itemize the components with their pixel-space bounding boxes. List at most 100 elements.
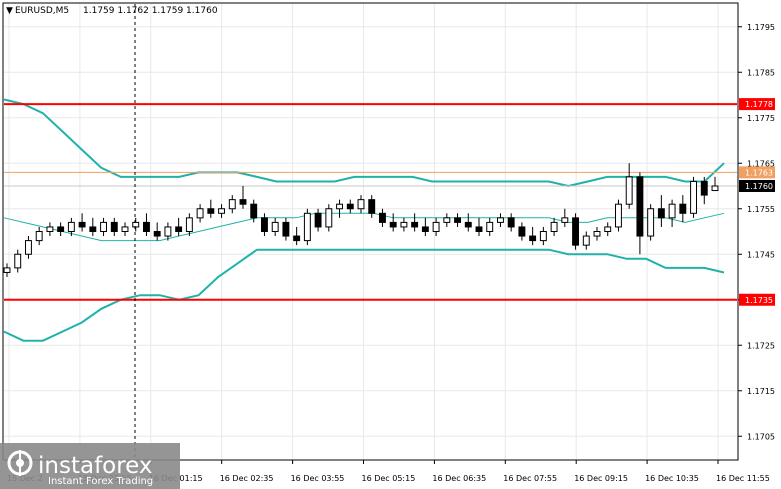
x-tick-label: 16 Dec 11:55 [716, 474, 770, 483]
chart-ohlc: 1.1759 1.1762 1.1759 1.1760 [83, 6, 218, 16]
x-tick-label: 16 Dec 02:35 [220, 474, 274, 483]
candle-body [657, 208, 665, 219]
level-label-text: 1.1735 [745, 296, 773, 305]
candle-body [293, 235, 301, 242]
watermark-brand: instaforex [38, 453, 153, 479]
candle-body [572, 217, 579, 246]
candle-body [303, 212, 311, 242]
candle-body [454, 217, 461, 223]
level-label-bg [739, 180, 775, 192]
candle-body [336, 203, 343, 210]
level-label-text: 1.1760 [745, 182, 773, 191]
candle-body [143, 221, 150, 232]
x-tick-label: 16 Dec 10:35 [645, 474, 699, 483]
candle-body [464, 221, 472, 228]
candle-body [164, 226, 172, 237]
candle-body [46, 226, 54, 232]
candle-body [132, 221, 140, 228]
candle-body [679, 203, 687, 214]
candle-body [389, 221, 397, 228]
candle-body [78, 221, 86, 228]
level-lines [4, 103, 737, 301]
candle-body [647, 208, 655, 237]
candle-body [218, 208, 225, 214]
bollinger-middle-line [3, 212, 725, 242]
candle-body [357, 199, 365, 210]
candle-body [110, 221, 118, 232]
candle-body [593, 231, 601, 237]
y-tick-label: 1.1715 [747, 387, 775, 396]
y-tick-label: 1.1785 [747, 68, 775, 77]
x-tick-label: 16 Dec 03:55 [291, 474, 345, 483]
candle-body [486, 221, 494, 232]
candle-body [497, 217, 504, 223]
candle-body [550, 221, 558, 232]
candle-body [25, 240, 32, 255]
candle-body [185, 217, 193, 233]
candle-body [690, 180, 697, 214]
watermark-tagline: Instant Forex Trading [48, 476, 153, 487]
candle-body [411, 221, 419, 228]
candle-body [636, 176, 644, 237]
candle-body [443, 217, 451, 223]
candle-body [400, 221, 408, 228]
candle-body [507, 217, 515, 228]
candle-body [271, 221, 279, 232]
instaforex-logo-icon [7, 450, 33, 476]
candle-body [228, 199, 236, 210]
candle-body [561, 217, 569, 223]
candle-body [582, 235, 590, 246]
candle-body [35, 231, 43, 242]
y-axis: 1.17951.17851.17751.17651.17551.17451.17… [738, 23, 775, 441]
candle-body [700, 180, 708, 196]
candle-body [475, 226, 483, 232]
chart-symbol: EURUSD,M5 [15, 6, 69, 16]
y-tick-label: 1.1765 [747, 159, 775, 168]
candle-body [3, 267, 11, 273]
y-tick-label: 1.1745 [747, 250, 775, 259]
candle-body [153, 231, 161, 237]
x-tick-label: 16 Dec 07:55 [503, 474, 557, 483]
candle-body [250, 203, 258, 219]
level-label-text: 1.1763 [745, 168, 773, 177]
y-tick-label: 1.1775 [747, 114, 775, 123]
candle-body [100, 221, 107, 232]
candle-body [368, 199, 376, 214]
y-tick-label: 1.1795 [747, 23, 775, 32]
level-label-bg [739, 98, 775, 111]
candle-body [615, 203, 622, 228]
y-tick-label: 1.1755 [747, 205, 775, 214]
candle-body [711, 185, 719, 192]
candle-body [14, 253, 22, 269]
candle-body [261, 217, 268, 233]
chart-title-arrow: ▼ [6, 6, 13, 16]
level-label-text: 1.1778 [745, 100, 773, 109]
candle-body [325, 208, 333, 228]
bollinger-upper-line [3, 98, 725, 188]
candle-body [207, 208, 215, 214]
candle-body [421, 226, 429, 232]
candle-body [346, 203, 354, 210]
level-label-bg [739, 293, 775, 306]
candle-body [314, 212, 322, 228]
candle-body [625, 176, 633, 205]
level-label-bg [739, 166, 775, 179]
level-labels: 1.1778 1.1735 1.1763 1.1760 [739, 98, 775, 306]
candle-body [57, 226, 65, 232]
candle-body [379, 212, 386, 223]
candle-body [539, 231, 547, 242]
candle-body [432, 221, 440, 232]
x-tick-label: 16 Dec 05:15 [362, 474, 416, 483]
candle-body [604, 226, 612, 232]
candle-body [668, 203, 676, 219]
candle-body [89, 226, 97, 232]
x-tick-label: 16 Dec 09:15 [574, 474, 628, 483]
candle-body [518, 226, 526, 237]
candle-body [196, 208, 204, 219]
x-tick-label: 16 Dec 06:35 [432, 474, 486, 483]
y-tick-label: 1.1725 [747, 341, 775, 350]
candle-body [121, 226, 129, 232]
candle-body [175, 226, 183, 232]
candle-body [239, 199, 247, 205]
